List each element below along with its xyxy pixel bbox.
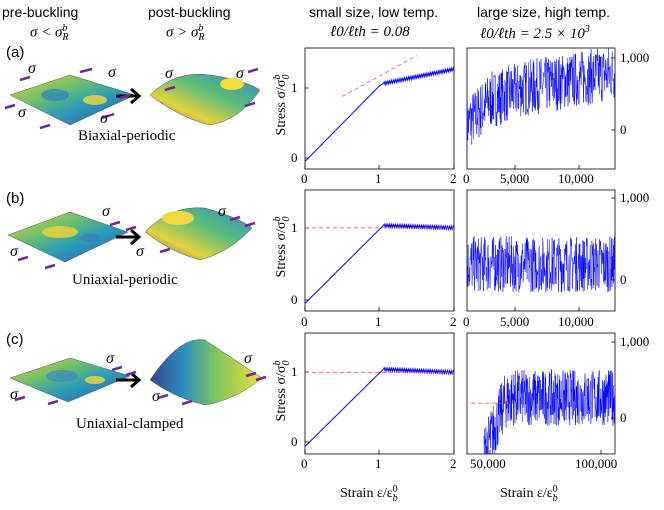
stress-arrows: [4, 67, 267, 406]
plot-frame-c-left: [304, 332, 455, 455]
tick-x-10000: 10,000: [558, 171, 594, 186]
tick-y-1000: 1,000: [620, 50, 650, 65]
sigma-label: σ: [106, 350, 114, 367]
tick-y-0: 0: [620, 272, 627, 287]
arrow-right-icon: [116, 371, 142, 389]
sigma-label: σ: [100, 110, 108, 127]
tick-x-0: 0: [301, 314, 308, 329]
tick-x-100000: 100,000: [575, 456, 618, 471]
membrane-illustrations: [4, 67, 267, 406]
y-axis-label-b: Stress σ/σ b 0: [272, 216, 292, 278]
sigma-label: σ: [10, 243, 18, 260]
tick-x-5000: 5,000: [500, 171, 530, 186]
sigma-label: σ: [108, 64, 116, 81]
tick-y-0: 0: [291, 292, 298, 307]
tick-y-0: 0: [291, 434, 298, 449]
row-label-b: (b): [6, 190, 25, 207]
x-axis-label-left: Strain ε/ε 0 b: [340, 484, 398, 504]
tick-x-0: 0: [463, 314, 470, 329]
plot-frame-b-right: [466, 189, 616, 312]
tick-x-0: 0: [463, 171, 470, 186]
plot-frame-a-right: [466, 47, 616, 170]
tick-y-1: 1: [291, 364, 298, 379]
y-axis-label-c: Stress σ/σ b 0: [272, 360, 292, 422]
pre-buckling-surface-b: [7, 211, 129, 263]
header-large-size: large size, high temp.: [477, 4, 611, 20]
sigma-label: σ: [18, 104, 26, 121]
plot-frame-b-left: [304, 189, 455, 312]
x-axis-label-right: Strain ε/ε 0 b: [500, 484, 558, 504]
header-small-param: ℓ0/ℓth = 0.08: [330, 24, 410, 40]
header-small-size: small size, low temp.: [309, 4, 439, 20]
tick-x-1: 1: [375, 171, 382, 186]
header-post-buckling: post-buckling: [148, 4, 231, 20]
series-a-left-simulation: [304, 66, 455, 162]
tick-x-2: 2: [450, 456, 457, 471]
tick-x-10000: 10,000: [558, 314, 594, 329]
caption-uniaxial-clamped: Uniaxial-clamped: [76, 416, 184, 432]
post-buckling-surface-b: [144, 207, 253, 261]
tick-x-5000: 5,000: [500, 314, 530, 329]
series-b-right-simulation: [466, 236, 616, 293]
tick-y-0: 0: [620, 410, 627, 425]
curve-group: [304, 48, 616, 455]
tick-x-1: 1: [375, 456, 382, 471]
sigma-label: σ: [102, 203, 110, 220]
series-c-left-simulation: [304, 366, 455, 447]
tick-x-2: 2: [450, 171, 457, 186]
series-a-right-simulation: [466, 48, 616, 153]
tick-x-50000: 50,000: [470, 456, 506, 471]
tick-x-1: 1: [375, 314, 382, 329]
pre-buckling-surface-c: [9, 357, 131, 403]
arrow-right-icon: [116, 228, 142, 246]
row-label-c: (c): [6, 331, 24, 348]
row-label-a: (a): [6, 44, 25, 61]
header-pre-buckling: pre-buckling: [2, 4, 79, 20]
series-a-left-guide: [342, 55, 417, 97]
tick-y-0: 0: [620, 122, 627, 137]
post-buckling-surface-a: [149, 74, 261, 126]
sigma-label: σ: [165, 65, 173, 82]
sigma-label: σ: [28, 60, 36, 77]
sigma-label: σ: [218, 203, 226, 220]
tick-x-0: 0: [301, 171, 308, 186]
sigma-label: σ: [236, 65, 244, 82]
sigma-label: σ: [244, 350, 252, 367]
tick-y-1: 1: [291, 220, 298, 235]
tick-x-0: 0: [301, 456, 308, 471]
series-b-left-simulation: [304, 222, 455, 304]
plot-frame-c-right: [466, 332, 616, 455]
tick-y-0: 0: [291, 150, 298, 165]
series-c-right-simulation: [483, 369, 616, 455]
plot-frame-a-left: [304, 47, 455, 170]
caption-biaxial-periodic: Biaxial-periodic: [78, 128, 176, 144]
sigma-label: σ: [152, 388, 160, 405]
caption-uniaxial-periodic: Uniaxial-periodic: [72, 272, 178, 288]
header-large-param: ℓ0/ℓth = 2.5 × 103: [480, 24, 590, 42]
sigma-label: σ: [136, 243, 144, 260]
y-axis-label-a: Stress σ/σ b 0: [272, 74, 292, 136]
tick-y-1: 1: [291, 80, 298, 95]
tick-y-1000: 1,000: [620, 334, 650, 349]
tick-y-1000: 1,000: [620, 190, 650, 205]
sigma-label: σ: [10, 386, 18, 403]
tick-x-2: 2: [450, 314, 457, 329]
